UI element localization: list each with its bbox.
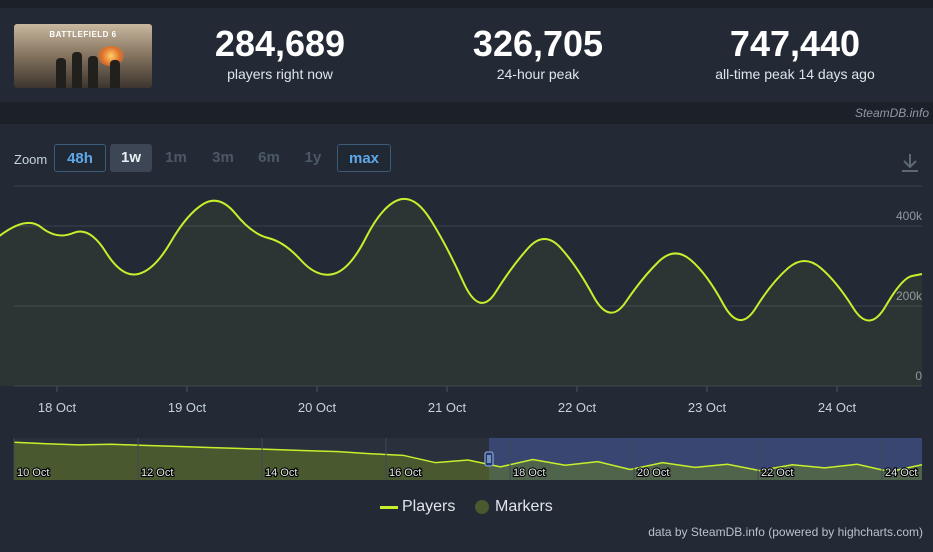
game-cover-title: BATTLEFIELD 6 xyxy=(49,30,117,39)
navigator-selection xyxy=(489,438,922,480)
player-chart[interactable]: 0 200k 400k 18 Oct 19 Oct 20 Oct 21 Oct 22 Oct… xyxy=(0,124,933,494)
stat-all-time-peak: 747,440 all-time peak 14 days ago xyxy=(675,23,915,83)
navigator-tick-label: 20 Oct xyxy=(637,467,669,479)
stat-value: 326,705 xyxy=(472,23,604,64)
legend-markers-label: Markers xyxy=(495,498,553,515)
zoom-1m-button: 1m xyxy=(165,149,187,166)
chart-legend: Players Markers xyxy=(0,498,933,520)
navigator: 10 Oct 12 Oct 14 Oct 16 Oct 18 Oct 20 Oct 22 O… xyxy=(13,438,923,480)
x-tick-label: 21 Oct xyxy=(428,400,467,415)
y-tick-label: 400k xyxy=(896,209,923,223)
chart-grid xyxy=(14,185,922,387)
stat-label: 24-hour peak xyxy=(496,66,580,82)
stat-24h-peak: 326,705 24-hour peak xyxy=(418,23,658,83)
navigator-tick-label: 24 Oct xyxy=(885,467,917,479)
x-tick-label: 19 Oct xyxy=(168,400,207,415)
legend-dot-icon xyxy=(475,500,489,514)
y-axis-ticks: 0 200k 400k xyxy=(896,209,923,383)
stat-label: players right now xyxy=(227,66,333,82)
x-tick-label: 23 Oct xyxy=(688,400,727,415)
x-tick-label: 24 Oct xyxy=(818,400,857,415)
y-tick-label: 0 xyxy=(915,369,922,383)
navigator-line xyxy=(13,441,923,473)
x-tick-label: 22 Oct xyxy=(558,400,597,415)
players-area xyxy=(0,199,922,386)
cover-soldier xyxy=(56,58,66,88)
stats-bar: BATTLEFIELD 6 284,689 players right now … xyxy=(0,8,933,102)
zoom-48h-button[interactable]: 48h xyxy=(54,144,106,172)
cover-soldier xyxy=(72,52,82,88)
cover-soldier xyxy=(88,56,98,88)
game-cover-image[interactable]: BATTLEFIELD 6 xyxy=(14,24,152,88)
x-tick-label: 18 Oct xyxy=(38,400,77,415)
x-tick-label: 20 Oct xyxy=(298,400,337,415)
zoom-label: Zoom xyxy=(14,152,48,167)
cover-soldier xyxy=(110,60,120,88)
navigator-tick-label: 14 Oct xyxy=(265,467,297,479)
steamdb-credit-top[interactable]: SteamDB.info xyxy=(854,106,929,120)
legend-markers[interactable]: Markers xyxy=(475,498,553,516)
chart-panel: Zoom 48h 1w 1m 3m 6m 1y max 0 200k 400k 18… xyxy=(0,124,933,552)
x-axis-ticks: 18 Oct 19 Oct 20 Oct 21 Oct 22 Oct 23 Oct 24 O… xyxy=(38,386,857,415)
navigator-tick-label: 10 Oct xyxy=(17,467,49,479)
legend-line-icon xyxy=(380,505,398,509)
navigator-tick-label: 12 Oct xyxy=(141,467,173,479)
credit-bottom[interactable]: data by SteamDB.info (powered by highcha… xyxy=(648,525,923,539)
navigator-area xyxy=(14,442,922,480)
zoom-max-button[interactable]: max xyxy=(337,144,391,172)
download-icon[interactable] xyxy=(898,152,922,174)
navigator-tick-label: 18 Oct xyxy=(513,467,545,479)
zoom-1y-button: 1y xyxy=(304,149,322,166)
zoom-3m-button: 3m xyxy=(212,149,234,166)
stat-current-players: 284,689 players right now xyxy=(160,23,400,83)
legend-players[interactable]: Players xyxy=(380,498,455,516)
navigator-tick-label: 22 Oct xyxy=(761,467,793,479)
stat-label: all-time peak 14 days ago xyxy=(715,66,875,82)
navigator-handle[interactable] xyxy=(484,451,494,467)
players-line xyxy=(0,198,923,322)
legend-players-label: Players xyxy=(402,498,456,515)
stat-value: 284,689 xyxy=(214,23,346,64)
stat-value: 747,440 xyxy=(729,23,861,64)
zoom-1w-button[interactable]: 1w xyxy=(110,144,152,172)
y-tick-label: 200k xyxy=(896,289,923,303)
navigator-tick-label: 16 Oct xyxy=(389,467,421,479)
zoom-6m-button: 6m xyxy=(258,149,280,166)
